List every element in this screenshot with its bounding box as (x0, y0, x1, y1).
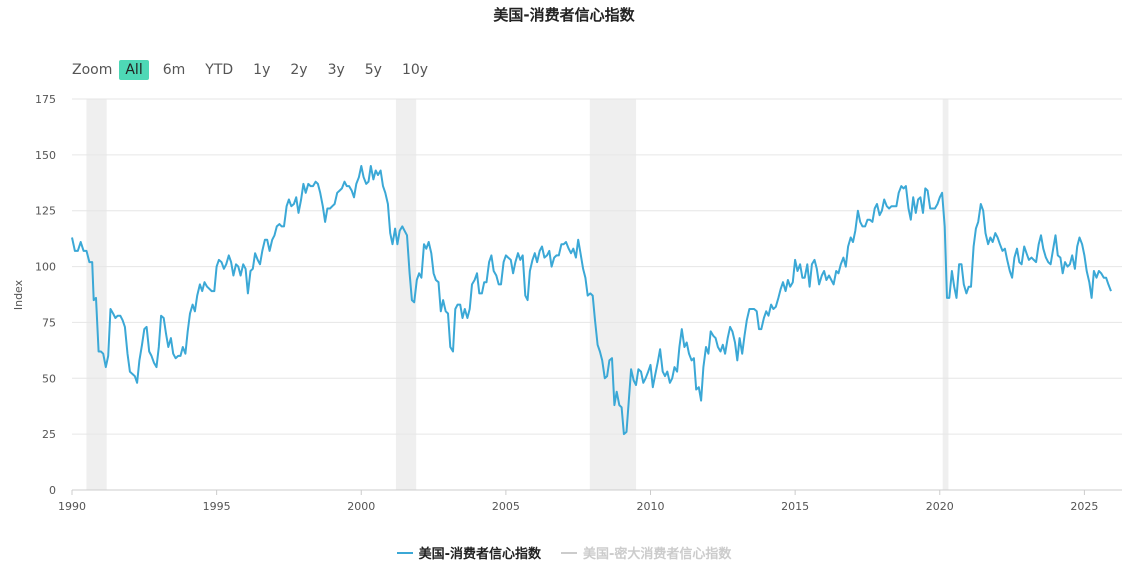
x-tick-label: 2010 (637, 500, 665, 513)
y-tick-label: 175 (35, 93, 56, 106)
x-tick-label: 1995 (203, 500, 231, 513)
y-tick-label: 150 (35, 149, 56, 162)
y-tick-label: 50 (42, 372, 56, 385)
legend-label-consumer-confidence: 美国-消费者信心指数 (418, 547, 541, 562)
recession-band (942, 99, 949, 490)
zoom-button-5y[interactable]: 5y (364, 62, 382, 78)
legend-item-umich-sentiment[interactable]: 美国-密大消费者信心指数 (561, 543, 731, 562)
x-tick-label: 2005 (492, 500, 520, 513)
zoom-button-10y[interactable]: 10y (401, 62, 429, 78)
y-tick-label: 125 (35, 205, 56, 218)
x-tick-label: 2020 (926, 500, 954, 513)
recession-band (589, 99, 637, 490)
y-tick-label: 100 (35, 261, 56, 274)
zoom-button-3y[interactable]: 3y (327, 62, 345, 78)
x-tick-label: 2025 (1070, 500, 1098, 513)
legend: 美国-消费者信心指数 美国-密大消费者信心指数 (0, 543, 1128, 562)
x-tick-label: 2000 (347, 500, 375, 513)
zoom-bar: Zoom All 6m YTD 1y 2y 3y 5y 10y (72, 60, 442, 80)
y-axis-label: Index (12, 279, 25, 310)
y-tick-label: 0 (49, 484, 56, 497)
chart-title: 美国-消费者信心指数 (493, 6, 635, 24)
y-tick-label: 75 (42, 316, 56, 329)
zoom-button-6m[interactable]: 6m (162, 62, 186, 78)
zoom-button-all[interactable]: All (119, 60, 149, 80)
legend-swatch-consumer-confidence (396, 551, 413, 554)
x-tick-label: 1990 (58, 500, 86, 513)
zoom-button-ytd[interactable]: YTD (205, 62, 234, 78)
legend-label-umich-sentiment: 美国-密大消费者信心指数 (583, 547, 732, 562)
recession-band (395, 99, 417, 490)
y-tick-label: 25 (42, 428, 56, 441)
recession-band (86, 99, 107, 490)
legend-swatch-umich-sentiment (561, 551, 577, 554)
x-tick-label: 2015 (781, 500, 809, 513)
zoom-button-2y[interactable]: 2y (290, 62, 308, 78)
zoom-label: Zoom (72, 62, 113, 78)
zoom-button-1y[interactable]: 1y (253, 62, 271, 78)
legend-item-consumer-confidence[interactable]: 美国-消费者信心指数 (396, 543, 541, 562)
series-line (71, 165, 1112, 436)
